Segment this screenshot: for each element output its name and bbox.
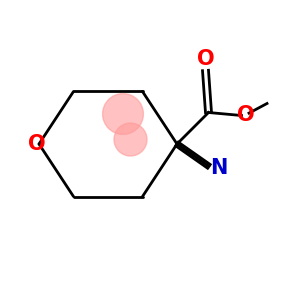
Text: N: N xyxy=(210,158,227,178)
Text: O: O xyxy=(197,49,214,69)
Circle shape xyxy=(103,94,143,134)
Text: O: O xyxy=(237,105,254,125)
Text: O: O xyxy=(28,134,45,154)
Circle shape xyxy=(114,123,147,156)
